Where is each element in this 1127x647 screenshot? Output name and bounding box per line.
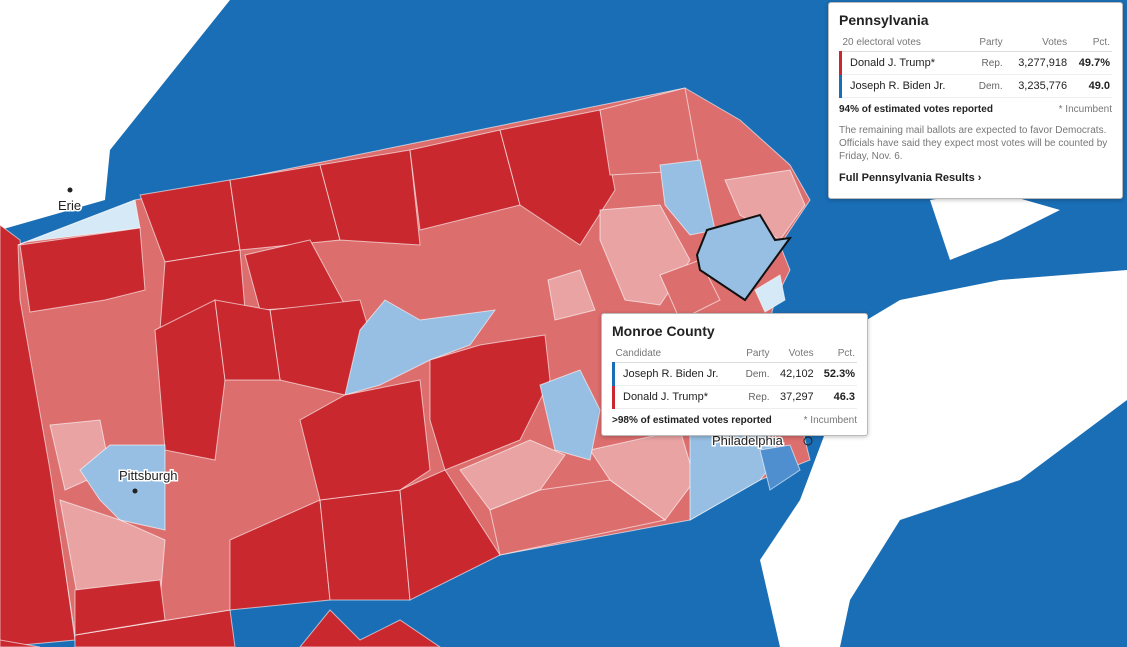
candidate: Donald J. Trump*	[838, 51, 971, 75]
county[interactable]	[344, 299, 497, 396]
votes: 37,297	[771, 385, 816, 409]
county[interactable]	[319, 149, 421, 246]
city-dot	[803, 436, 813, 446]
county[interactable]	[154, 299, 226, 461]
county[interactable]	[19, 227, 146, 313]
col-header: Votes	[1004, 37, 1070, 52]
county[interactable]	[754, 274, 786, 313]
votes: 42,102	[771, 362, 816, 386]
maryland-county	[299, 609, 441, 647]
party: Rep.	[970, 51, 1005, 75]
col-header: Pct.	[815, 348, 857, 363]
footer: 94% of estimated votes reported * Incumb…	[839, 104, 1112, 115]
col-header: Party	[970, 37, 1005, 52]
county[interactable]	[659, 259, 721, 321]
city-label: Erie	[58, 198, 81, 213]
candidate: Joseph R. Biden Jr.	[838, 74, 971, 98]
incumbent-note: * Incumbent	[803, 415, 857, 426]
col-header: Party	[738, 348, 772, 363]
county[interactable]	[0, 639, 41, 647]
reported: 94% of estimated votes reported	[839, 104, 993, 115]
city-label: Philadelphia	[712, 433, 784, 448]
panel-title: Pennsylvania	[839, 12, 929, 28]
city-dot	[132, 488, 138, 494]
state-panel: Pennsylvania 20 electoral votes Party Vo…	[828, 2, 1123, 199]
col-header: Candidate	[613, 348, 739, 363]
monroe-county[interactable]	[695, 213, 793, 302]
city-dot	[67, 187, 73, 193]
county[interactable]	[429, 334, 551, 471]
party: Dem.	[738, 362, 772, 386]
county[interactable]	[659, 159, 716, 236]
lake	[0, 0, 230, 230]
pct: 49.0	[1069, 74, 1112, 98]
county[interactable]	[214, 299, 281, 381]
incumbent-note: * Incumbent	[1058, 104, 1112, 115]
votes: 3,277,918	[1004, 51, 1070, 75]
candidate: Joseph R. Biden Jr.	[611, 362, 739, 386]
pct: 49.7%	[1069, 51, 1112, 75]
results-link[interactable]: Full Pennsylvania Results ›	[839, 172, 982, 184]
party: Rep.	[738, 385, 772, 409]
county[interactable]	[539, 369, 601, 461]
reported: >98% of estimated votes reported	[612, 415, 772, 426]
county-tooltip: Monroe County Candidate Party Votes Pct.…	[601, 313, 868, 436]
county[interactable]	[74, 579, 166, 636]
results-table: 20 electoral votes Party Votes Pct. Dona…	[838, 37, 1112, 98]
county[interactable]	[499, 109, 616, 246]
col-header: Votes	[771, 348, 816, 363]
water	[930, 190, 1060, 260]
pct: 46.3	[815, 385, 857, 409]
county[interactable]	[299, 379, 431, 501]
county[interactable]	[79, 444, 166, 531]
note: The remaining mail ballots are expected …	[839, 125, 1108, 162]
footer: >98% of estimated votes reported * Incum…	[612, 415, 857, 426]
col-header: Pct.	[1069, 37, 1112, 52]
party: Dem.	[970, 74, 1005, 98]
votes: 3,235,776	[1004, 74, 1070, 98]
pct: 52.3%	[815, 362, 857, 386]
county[interactable]	[547, 269, 596, 321]
county[interactable]	[724, 169, 806, 241]
results-table: Candidate Party Votes Pct. Joseph R. Bid…	[611, 348, 857, 409]
col-header: 20 electoral votes	[840, 37, 971, 52]
county[interactable]	[759, 444, 801, 491]
candidate: Donald J. Trump*	[611, 385, 739, 409]
county[interactable]	[319, 489, 411, 601]
tooltip-title: Monroe County	[612, 323, 715, 339]
county[interactable]	[459, 439, 566, 511]
city-label: Pittsburgh	[119, 468, 178, 483]
